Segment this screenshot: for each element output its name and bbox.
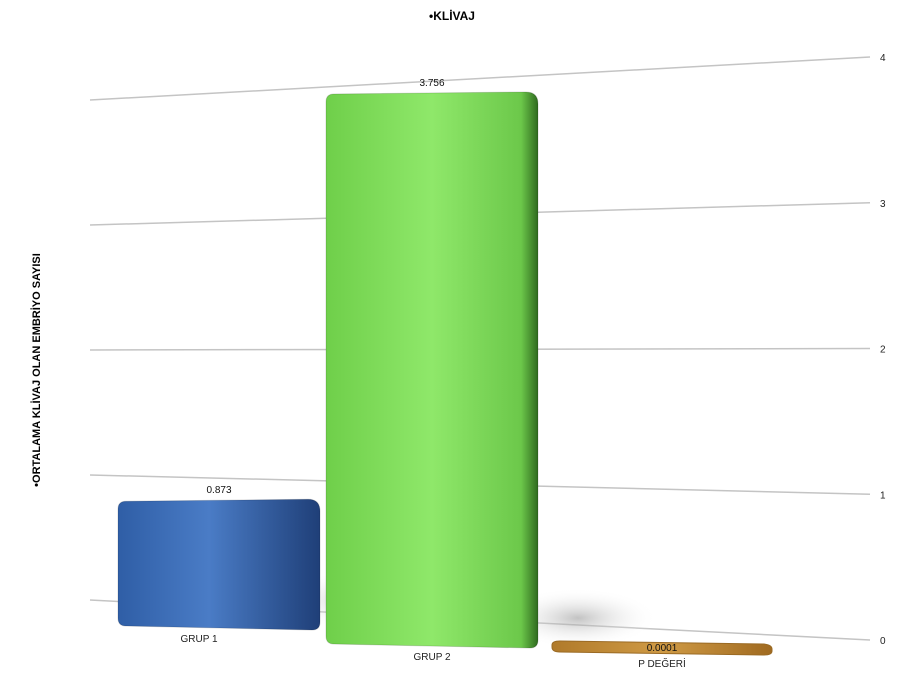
bar-p-de-eri- [551, 640, 773, 656]
y-axis-label: •ORTALAMA KLİVAJ OLAN EMBRİYO SAYISI [30, 253, 43, 487]
y-tick-label: 0 [880, 636, 886, 647]
y-tick-label: 4 [880, 53, 886, 64]
bars [117, 91, 773, 656]
category-label: GRUP 1 [180, 634, 217, 645]
data-label: 3.756 [419, 78, 444, 89]
y-tick-label: 2 [880, 345, 886, 356]
category-label: P DEĞERİ [638, 657, 686, 670]
gridline [89, 56, 871, 101]
y-tick-label: 1 [880, 490, 886, 501]
category-labels: GRUP 1 GRUP 2 P DEĞERİ [180, 634, 685, 670]
category-label: GRUP 2 [413, 652, 450, 663]
chart-title: •KLİVAJ [429, 8, 475, 23]
bar-grup-1 [117, 498, 321, 631]
data-label: 0.0001 [647, 643, 678, 654]
data-label: 0.873 [206, 485, 231, 496]
data-labels: 0.873 3.756 0.0001 [206, 78, 677, 654]
y-tick-label: 3 [880, 199, 886, 210]
bar-grup-2 [325, 91, 539, 649]
y-axis-ticks: 0 1 2 3 4 [880, 53, 886, 647]
